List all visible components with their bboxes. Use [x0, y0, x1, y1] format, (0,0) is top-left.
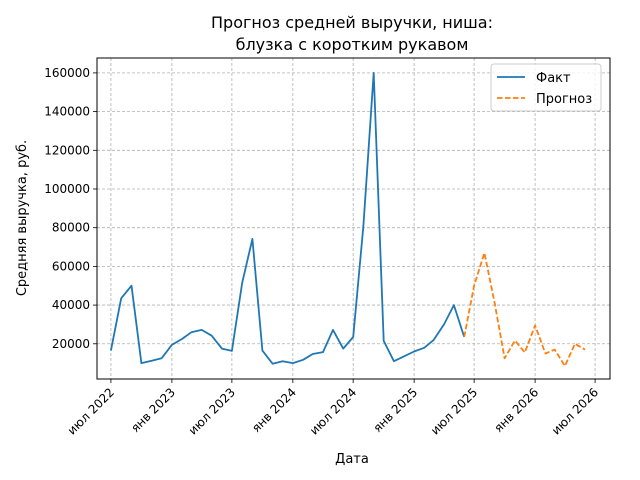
grid-lines	[97, 58, 610, 379]
y-tick-label: 40000	[52, 298, 90, 312]
y-axis: 20000 40000 60000 80000 100000 120000 140000 16…	[44, 66, 97, 351]
series-line-fact	[110, 72, 466, 365]
series-lines	[110, 72, 586, 367]
y-tick-label: 160000	[44, 66, 90, 80]
y-tick-label: 120000	[44, 143, 90, 157]
legend-label-forecast: Прогноз	[536, 92, 592, 107]
y-tick-label: 80000	[52, 221, 90, 235]
chart-title-line-2: блузка с коротким рукавом	[236, 35, 469, 54]
legend-label-fact: Факт	[536, 71, 571, 86]
x-axis-label: Дата	[335, 452, 369, 467]
y-axis-label: Средняя выручка, руб.	[15, 140, 30, 296]
legend: Факт Прогноз	[490, 63, 602, 112]
y-tick-label: 60000	[52, 259, 90, 273]
legend-box	[490, 63, 602, 112]
chart-title-line-1: Прогноз средней выручки, ниша:	[211, 13, 493, 32]
y-tick-label: 20000	[52, 337, 90, 351]
y-tick-label: 140000	[44, 105, 90, 119]
y-tick-label: 100000	[44, 182, 90, 196]
